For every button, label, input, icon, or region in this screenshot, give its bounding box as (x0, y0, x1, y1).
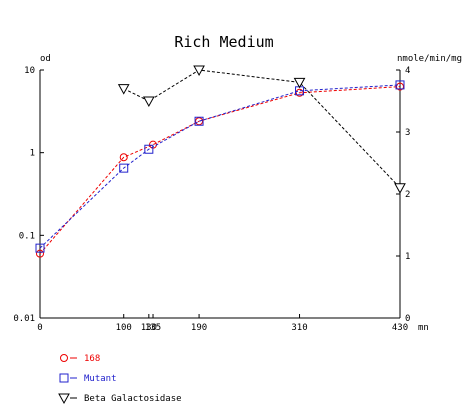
right-tick-label: 3 (405, 128, 410, 138)
chart-title: Rich Medium (174, 33, 273, 51)
right-tick-label: 0 (405, 314, 410, 324)
x-axis-label: mn (418, 323, 429, 333)
series-2 (35, 80, 405, 253)
x-tick-label: 135 (145, 323, 161, 333)
x-tick-label: 310 (291, 323, 307, 333)
series-1 (36, 82, 404, 258)
right-tick-label: 2 (405, 190, 410, 200)
data-point (194, 116, 204, 126)
series-line (123, 69, 401, 189)
left-axis-label: od (40, 54, 51, 64)
series-3 (117, 65, 406, 194)
x-tick-label: 190 (191, 323, 207, 333)
x-tick-label: 100 (116, 323, 132, 333)
legend-entry: Beta Galactosidase (58, 393, 182, 405)
data-point (36, 249, 44, 258)
data-point (119, 153, 128, 162)
data-point (35, 243, 45, 253)
legend: 168 Mutant Beta Galactosidase (58, 354, 182, 405)
legend-label: Beta Galactosidase (84, 394, 182, 404)
left-tick-label: 0.1 (19, 231, 35, 241)
legend-entry: Mutant (59, 373, 117, 384)
right-tick-label: 4 (405, 66, 410, 76)
right-tick-label: 1 (405, 252, 410, 262)
legend-entry: 168 (60, 354, 100, 364)
data-point (395, 80, 405, 90)
series-layer (35, 65, 406, 258)
data-point (144, 144, 154, 154)
left-tick-label: 0.01 (13, 314, 35, 324)
series-line (39, 84, 401, 249)
legend-label: Mutant (84, 374, 117, 384)
legend-marker (60, 354, 68, 362)
x-tick-label: 430 (392, 323, 408, 333)
legend-marker (58, 393, 70, 405)
data-point (394, 183, 406, 194)
legend-marker (59, 373, 69, 383)
left-tick-label: 1 (30, 149, 35, 159)
data-point (193, 65, 205, 77)
series-line (39, 86, 401, 255)
data-point (117, 84, 130, 95)
x-tick-label: 0 (37, 323, 42, 333)
x-tick-label: 130 (141, 323, 157, 333)
data-point (293, 77, 306, 89)
data-point (142, 96, 155, 108)
legend-label: 168 (84, 354, 100, 364)
left-tick-label: 10 (24, 66, 35, 76)
data-point (119, 163, 129, 173)
right-axis-label: nmole/min/mg (397, 54, 462, 64)
